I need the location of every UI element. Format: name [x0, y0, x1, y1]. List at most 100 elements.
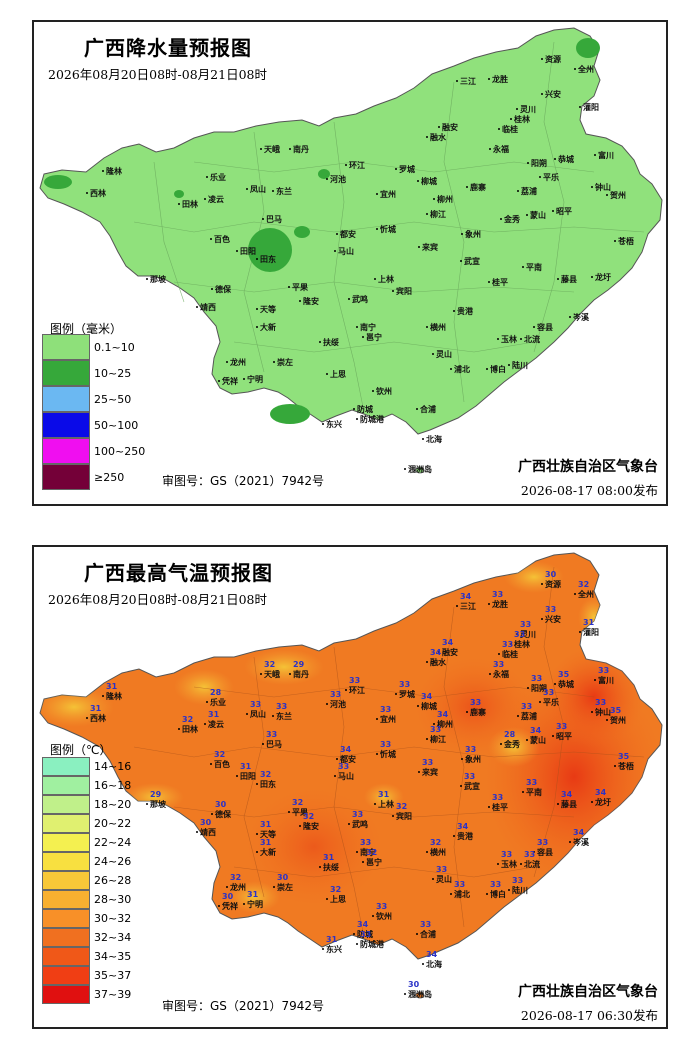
city-label: 那坡 [146, 275, 166, 284]
city-label: 苍梧 [614, 762, 634, 771]
city-label: 天等 [256, 830, 276, 839]
city-label: 鹿寨 [466, 183, 486, 192]
city-label: 富川 [594, 676, 614, 685]
legend-swatch [42, 928, 90, 947]
city-label: 来宾 [418, 768, 438, 777]
temperature-value: 33 [454, 880, 466, 889]
legend-label: 18~20 [94, 798, 132, 811]
city-label: 平果 [288, 808, 308, 817]
city-label: 横州 [426, 323, 446, 332]
legend-swatch [42, 947, 90, 966]
city-label: 凤山 [246, 710, 266, 719]
city-label: 百色 [210, 235, 230, 244]
city-label: 马山 [334, 772, 354, 781]
legend-swatch [42, 966, 90, 985]
temperature-value: 33 [420, 920, 432, 929]
rain-agency-name: 广西壮族自治区气象台 [518, 459, 658, 475]
city-label: 乐业 [206, 698, 226, 707]
temperature-value: 33 [422, 758, 434, 767]
city-label: 平乐 [539, 173, 559, 182]
city-label: 象州 [461, 230, 481, 239]
city-label: 龙胜 [488, 75, 508, 84]
temperature-agency-name: 广西壮族自治区气象台 [518, 984, 658, 1000]
city-label: 平果 [288, 283, 308, 292]
city-label: 富川 [594, 151, 614, 160]
temperature-value: 33 [556, 722, 568, 731]
temperature-value: 32 [578, 580, 590, 589]
temperature-value: 29 [293, 660, 305, 669]
city-label: 桂林 [510, 640, 530, 649]
temperature-value: 31 [583, 618, 595, 627]
city-label: 东兰 [272, 187, 292, 196]
city-label: 武鸣 [348, 295, 368, 304]
city-label: 恭城 [554, 680, 574, 689]
legend-item: 50~100 [42, 412, 145, 438]
city-label: 龙圩 [591, 798, 611, 807]
legend-label: 35~37 [94, 969, 132, 982]
city-label: 阳朔 [527, 684, 547, 693]
city-label: 防城 [353, 405, 373, 414]
legend-swatch [42, 871, 90, 890]
city-label: 凭祥 [218, 902, 238, 911]
city-label: 扶绥 [319, 338, 339, 347]
city-label: 乐业 [206, 173, 226, 182]
temperature-value: 33 [543, 688, 555, 697]
city-label: 鹿寨 [466, 708, 486, 717]
city-label: 蒙山 [526, 736, 546, 745]
legend-swatch [42, 360, 90, 386]
city-label: 防城 [353, 930, 373, 939]
temperature-map-period: 2026年08月20日08时-08月21日08时 [48, 592, 267, 607]
city-label: 玉林 [497, 860, 517, 869]
city-label: 龙州 [226, 358, 246, 367]
city-label: 都安 [336, 230, 356, 239]
city-label: 三江 [456, 77, 476, 86]
temperature-value: 31 [106, 682, 118, 691]
city-label: 灵山 [432, 350, 452, 359]
city-label: 融水 [426, 133, 446, 142]
temperature-value: 34 [357, 920, 369, 929]
city-label: 南丹 [289, 145, 309, 154]
city-label: 柳城 [417, 702, 437, 711]
legend-item: 28~30 [42, 890, 131, 909]
city-label: 荔浦 [517, 712, 537, 721]
legend-label: 32~34 [94, 931, 132, 944]
legend-label: 16~18 [94, 779, 132, 792]
temperature-value: 30 [545, 570, 557, 579]
temperature-value: 33 [430, 725, 442, 734]
city-label: 宁明 [243, 375, 263, 384]
legend-item: 10~25 [42, 360, 145, 386]
temperature-value: 29 [150, 790, 162, 799]
legend-item: 35~37 [42, 966, 131, 985]
city-label: 田阳 [236, 772, 256, 781]
temperature-value: 34 [430, 648, 442, 657]
city-label: 资源 [541, 580, 561, 589]
legend-label: 24~26 [94, 855, 132, 868]
city-label: 贺州 [606, 716, 626, 725]
legend-item: ≥250 [42, 464, 145, 490]
city-label: 凭祥 [218, 377, 238, 386]
city-label: 全州 [574, 590, 594, 599]
city-label: 防城港 [356, 940, 384, 949]
rain-legend: 0.1~10 10~25 25~50 50~100 100~250 ≥250 [42, 334, 145, 490]
city-label: 陆川 [508, 886, 528, 895]
legend-label: 34~35 [94, 950, 132, 963]
city-label: 上林 [374, 275, 394, 284]
temperature-value: 33 [330, 690, 342, 699]
legend-item: 30~32 [42, 909, 131, 928]
temperature-value: 33 [502, 640, 514, 649]
temperature-issue-time: 2026-08-17 06:30发布 [520, 1008, 658, 1023]
city-label: 柳江 [426, 210, 446, 219]
temperature-forecast-panel: 广西最高气温预报图 2026年08月20日08时-08月21日08时 资源 30 全… [32, 545, 668, 1029]
legend-item: 100~250 [42, 438, 145, 464]
city-label: 马山 [334, 247, 354, 256]
city-label: 崇左 [273, 358, 293, 367]
temperature-value: 32 [264, 660, 276, 669]
legend-swatch [42, 833, 90, 852]
city-label: 龙圩 [591, 273, 611, 282]
city-label: 德保 [211, 285, 231, 294]
temperature-value: 33 [490, 880, 502, 889]
city-label: 北流 [520, 860, 540, 869]
city-label: 隆林 [102, 692, 122, 701]
temperature-map-title: 广西最高气温预报图 [84, 561, 273, 585]
city-label: 西林 [86, 714, 106, 723]
